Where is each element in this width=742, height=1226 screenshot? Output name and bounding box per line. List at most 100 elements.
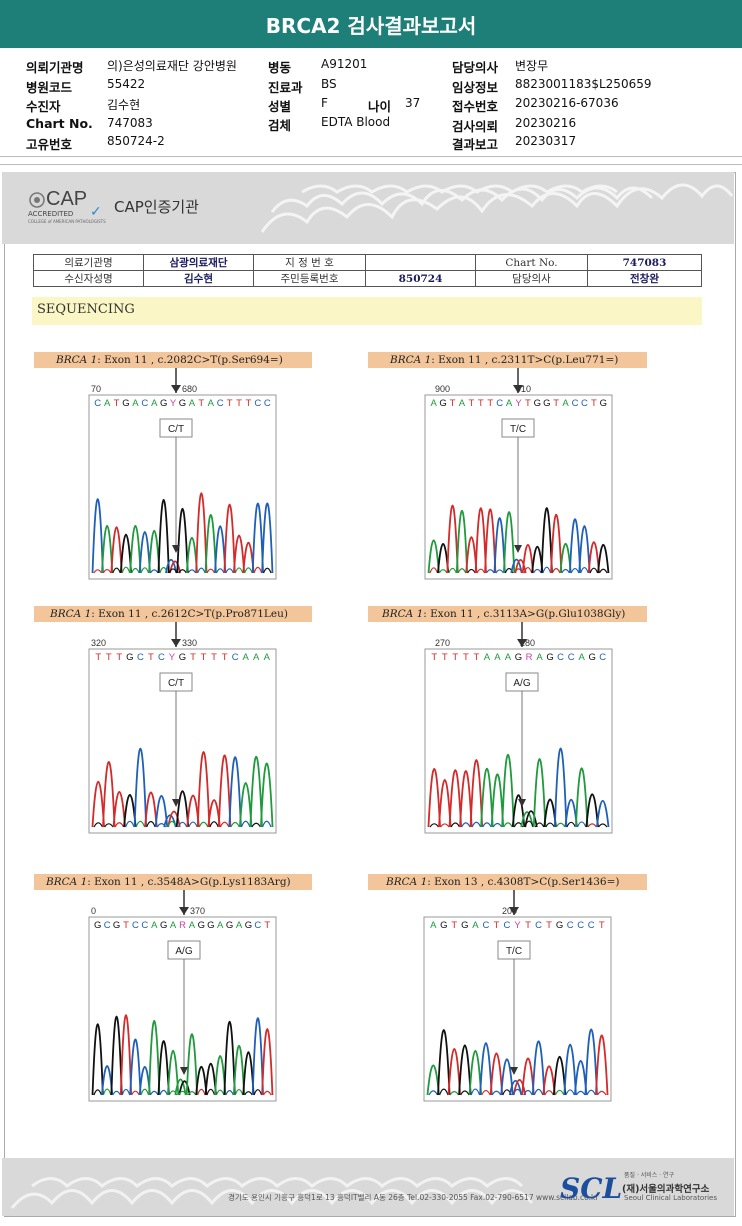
trace-baseline bbox=[491, 1090, 502, 1096]
base-call: T bbox=[123, 920, 129, 931]
base-call: T bbox=[431, 652, 437, 663]
trace-peak bbox=[204, 1062, 217, 1096]
base-call: C bbox=[254, 398, 261, 409]
trace-baseline bbox=[102, 1088, 112, 1096]
base-call: T bbox=[190, 652, 196, 663]
footer-address: 경기도 용인시 기흥구 흥덕1로 13 흥덕IT밸리 A동 26층 Tel.02… bbox=[228, 1192, 598, 1203]
trace-peak bbox=[238, 782, 253, 828]
cap-college: COLLEGE of AMERICAN PATHOLOGISTS bbox=[28, 219, 106, 224]
trace-peak bbox=[501, 754, 515, 828]
trace-peak bbox=[595, 1034, 609, 1096]
table-cell: 747083 bbox=[587, 254, 702, 271]
trace-peak bbox=[500, 1058, 514, 1096]
header-label-ward: 병동 bbox=[268, 60, 292, 75]
trace-peak bbox=[490, 773, 505, 828]
trace-baseline bbox=[470, 1088, 481, 1096]
trace-peak bbox=[91, 780, 105, 828]
base-call: A bbox=[494, 652, 501, 663]
trace-peak bbox=[232, 534, 246, 574]
base-call: A bbox=[562, 398, 569, 409]
footer-website: www.scllab.co.kr bbox=[535, 1193, 599, 1202]
base-call: A bbox=[459, 398, 466, 409]
trace-baseline bbox=[503, 822, 513, 828]
base-call: C bbox=[217, 398, 224, 409]
base-call: A bbox=[253, 652, 260, 663]
trace-baseline bbox=[533, 1088, 544, 1096]
header-label-hospital-code: 병원코드 bbox=[26, 80, 73, 95]
trace-peak bbox=[484, 508, 497, 574]
base-call: T bbox=[473, 652, 479, 663]
down-arrow-icon bbox=[513, 385, 523, 393]
variant-desc: : Exon 11 , c.2612C>T(p.Pro871Leu) bbox=[91, 608, 288, 620]
trace-baseline bbox=[219, 821, 230, 828]
table-row: 수신자성명 김수현 주민등록번호 850724 담당의사 전창완 bbox=[33, 270, 702, 287]
trace-baseline bbox=[514, 568, 523, 574]
base-call: G bbox=[160, 398, 167, 409]
base-call: C bbox=[232, 652, 239, 663]
trace-baseline bbox=[149, 1090, 159, 1096]
position-tick-label: 370 bbox=[190, 906, 205, 916]
base-call: C bbox=[94, 398, 101, 409]
trace-baseline bbox=[114, 822, 125, 828]
base-call: A bbox=[217, 920, 224, 931]
base-call: G bbox=[198, 920, 205, 931]
gene-name: BRCA 1 bbox=[382, 608, 424, 620]
trace-peak bbox=[101, 524, 114, 574]
variant-desc: : Exon 11 , c.3548A>G(p.Lys1183Arg) bbox=[87, 876, 291, 888]
trace-baseline bbox=[542, 566, 552, 574]
trace-peak bbox=[574, 767, 589, 828]
base-call: T bbox=[599, 920, 605, 931]
trace-peak bbox=[493, 517, 506, 574]
down-arrow-icon bbox=[509, 907, 519, 915]
base-call: R bbox=[526, 652, 533, 663]
trace-peak bbox=[261, 1028, 274, 1096]
trace-baseline bbox=[523, 1089, 533, 1096]
trace-peak bbox=[510, 558, 523, 574]
patient-info-table: 의료기관명 삼광의료재단 지 정 번 호 Chart No. 747083 수신… bbox=[33, 254, 702, 287]
trace-baseline bbox=[121, 566, 131, 574]
down-arrow-icon bbox=[172, 545, 180, 553]
trace-baseline bbox=[439, 1088, 449, 1096]
scl-logo: SCL bbox=[560, 1172, 623, 1205]
position-tick-label: 280 bbox=[520, 638, 535, 648]
trace-peak bbox=[587, 541, 600, 574]
trace-baseline bbox=[450, 822, 461, 828]
trace-baseline bbox=[215, 1089, 225, 1096]
trace-baseline bbox=[555, 822, 566, 828]
base-call: G bbox=[94, 920, 101, 931]
trace-baseline bbox=[580, 566, 589, 574]
base-call: A bbox=[189, 398, 196, 409]
base-call: T bbox=[478, 398, 484, 409]
trace-baseline bbox=[215, 568, 225, 574]
trace-peak bbox=[532, 758, 547, 828]
header-value-department: BS bbox=[321, 77, 337, 91]
cap-header-band bbox=[2, 172, 734, 244]
base-call: A bbox=[151, 398, 158, 409]
table-cell: Chart No. bbox=[475, 254, 588, 271]
trace-peak bbox=[251, 502, 264, 574]
table-cell: 삼광의료재단 bbox=[143, 254, 254, 271]
trace-peak bbox=[110, 526, 123, 574]
trace-peak bbox=[520, 811, 534, 828]
mutation-label: BRCA 1: Exon 13 , c.4308T>C(p.Ser1436=) bbox=[368, 874, 647, 890]
trace-peak bbox=[223, 1021, 236, 1096]
trace-baseline bbox=[234, 1088, 244, 1096]
trace-peak bbox=[597, 544, 610, 574]
trace-peak bbox=[521, 544, 534, 574]
trace-baseline bbox=[244, 567, 253, 574]
base-call: G bbox=[439, 398, 446, 409]
mutation-label: BRCA 1: Exon 11 , c.3548A>G(p.Lys1183Arg… bbox=[34, 874, 312, 890]
trace-baseline bbox=[93, 1089, 103, 1096]
trace-baseline bbox=[225, 1090, 234, 1096]
trace-peak bbox=[524, 810, 538, 828]
down-arrow-icon bbox=[172, 799, 180, 807]
base-call: T bbox=[198, 398, 204, 409]
base-call: T bbox=[222, 652, 228, 663]
gene-name: BRCA 1 bbox=[386, 876, 428, 888]
base-call: T bbox=[95, 652, 101, 663]
trace-peak bbox=[214, 525, 227, 574]
trace-baseline bbox=[251, 822, 261, 828]
trace-baseline bbox=[457, 568, 467, 574]
